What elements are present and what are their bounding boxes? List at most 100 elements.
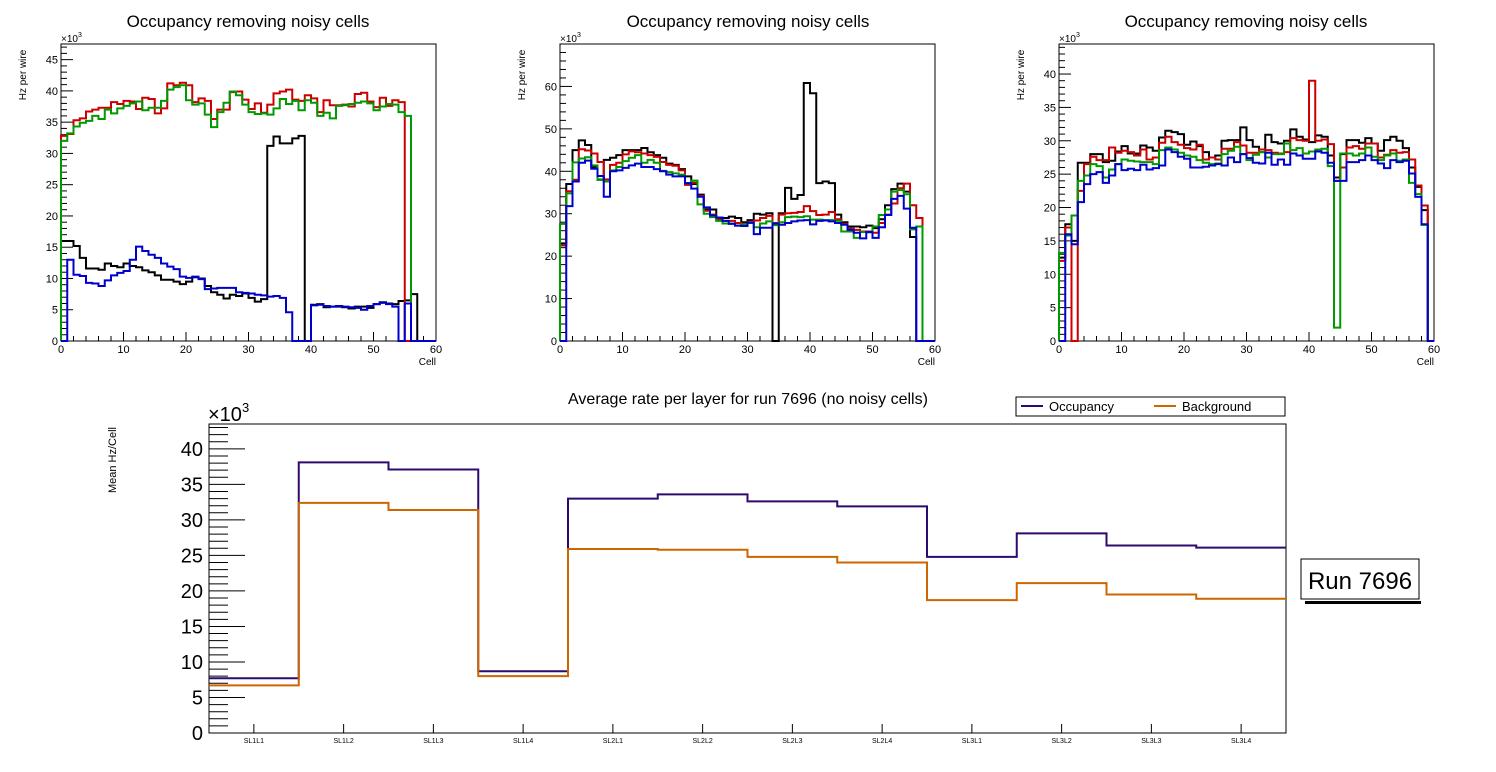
x-tick-label: 0 (1056, 344, 1062, 356)
x-tick-label: 10 (616, 344, 628, 356)
y-tick-label: 5 (1050, 303, 1056, 315)
x-axis-label: Cell (419, 357, 436, 368)
y-tick-label: 15 (1044, 236, 1056, 248)
y-tick-label: 25 (1044, 169, 1056, 181)
x-tick-label: SL2L4 (872, 738, 892, 745)
x-tick-label: 60 (929, 344, 941, 356)
x-tick-label: 50 (1365, 344, 1377, 356)
x-tick-label: 0 (557, 344, 563, 356)
y-tick-label: 30 (181, 510, 203, 532)
y-tick-label: 25 (181, 545, 203, 567)
run-label-box: Run 7696 (1300, 558, 1421, 604)
series-blue-line (61, 245, 436, 342)
y-tick-label: 50 (545, 124, 557, 136)
panel-occupancy-2: Occupancy removing noisy cells ×103 Hz p… (517, 12, 941, 368)
y-tick-label: 0 (52, 336, 58, 348)
chart-title: Occupancy removing noisy cells (127, 12, 370, 31)
series-black-line (559, 82, 935, 342)
y-tick-label: 30 (545, 209, 557, 221)
panel-occupancy-1: Occupancy removing noisy cells ×103 Hz p… (18, 12, 442, 368)
y-tick-label: 30 (1044, 136, 1056, 148)
y-multiplier: ×103 (560, 32, 581, 45)
y-tick-label: 40 (46, 86, 58, 98)
y-tick-label: 30 (46, 148, 58, 160)
x-tick-label: 60 (430, 344, 442, 356)
x-tick-label: 20 (1178, 344, 1190, 356)
y-axis-label: Hz per wire (18, 49, 29, 100)
y-tick-label: 15 (46, 242, 58, 254)
legend-label-background: Background (1182, 399, 1251, 414)
chart-title: Occupancy removing noisy cells (627, 12, 870, 31)
series-green-line (559, 154, 935, 342)
x-tick-label: SL2L2 (693, 738, 713, 745)
y-tick-label: 25 (46, 180, 58, 192)
y-tick-label: 20 (1044, 203, 1056, 215)
y-tick-label: 10 (46, 273, 58, 285)
y-tick-label: 20 (181, 581, 203, 603)
y-multiplier: ×103 (208, 400, 249, 426)
x-tick-label: 10 (117, 344, 129, 356)
x-tick-label: SL3L2 (1052, 738, 1072, 745)
series-background-line (209, 501, 1286, 687)
y-tick-label: 20 (545, 251, 557, 263)
series-blue-line (1059, 148, 1434, 342)
y-tick-label: 10 (1044, 269, 1056, 281)
x-tick-label: SL3L1 (962, 738, 982, 745)
plot-frame (559, 43, 936, 342)
y-tick-label: 5 (192, 687, 203, 709)
y-axis-label: Hz per wire (1016, 49, 1027, 100)
panel-occupancy-3: Occupancy removing noisy cells ×103 Hz p… (1016, 12, 1440, 368)
x-tick-label: 0 (58, 344, 64, 356)
x-tick-label: 40 (1303, 344, 1315, 356)
y-tick-label: 35 (1044, 102, 1056, 114)
y-tick-label: 15 (181, 616, 203, 638)
y-tick-label: 20 (46, 211, 58, 223)
y-axis-label: Hz per wire (517, 49, 528, 100)
x-tick-label: SL2L3 (782, 738, 802, 745)
legend: Occupancy Background (1015, 396, 1286, 417)
x-tick-label: SL1L1 (244, 738, 264, 745)
x-tick-label: 20 (679, 344, 691, 356)
x-tick-label: SL2L1 (603, 738, 623, 745)
panel-average-rate: Average rate per layer for run 7696 (no … (107, 391, 1421, 745)
y-tick-label: 0 (192, 723, 203, 745)
legend-label-occupancy: Occupancy (1049, 399, 1115, 414)
y-tick-label: 40 (545, 166, 557, 178)
y-tick-label: 10 (545, 294, 557, 306)
chart-title: Occupancy removing noisy cells (1125, 12, 1368, 31)
x-tick-label: 50 (866, 344, 878, 356)
x-tick-label: 30 (1240, 344, 1252, 356)
series-green-line (60, 84, 436, 342)
plot-frame (208, 423, 1287, 734)
x-tick-label: 30 (242, 344, 254, 356)
x-tick-label: SL3L3 (1141, 738, 1161, 745)
x-tick-label: 30 (741, 344, 753, 356)
x-tick-label: 40 (804, 344, 816, 356)
y-axis-label: Mean Hz/Cell (107, 427, 119, 493)
y-tick-label: 0 (1050, 336, 1056, 348)
x-axis-label: Cell (1417, 357, 1434, 368)
x-tick-label: SL3L4 (1231, 738, 1251, 745)
series-red-line (1058, 79, 1434, 342)
y-tick-label: 40 (1044, 69, 1056, 81)
run-label-shadow (1305, 601, 1421, 604)
x-tick-label: SL1L4 (513, 738, 533, 745)
plot-frame (1058, 43, 1435, 342)
legend-box (1015, 396, 1286, 417)
run-label: Run 7696 (1308, 568, 1412, 595)
y-tick-label: 5 (52, 305, 58, 317)
y-tick-label: 45 (46, 55, 58, 67)
series-red-line (559, 148, 935, 342)
y-tick-label: 35 (181, 474, 203, 496)
x-tick-label: 10 (1115, 344, 1127, 356)
series-occupancy-line (209, 461, 1286, 680)
y-tick-label: 35 (46, 117, 58, 129)
y-tick-label: 60 (545, 81, 557, 93)
y-multiplier: ×103 (61, 32, 82, 45)
x-tick-label: 40 (305, 344, 317, 356)
x-tick-label: 60 (1428, 344, 1440, 356)
y-tick-label: 10 (181, 652, 203, 674)
series-black-line (60, 134, 436, 342)
x-tick-label: SL1L2 (334, 738, 354, 745)
